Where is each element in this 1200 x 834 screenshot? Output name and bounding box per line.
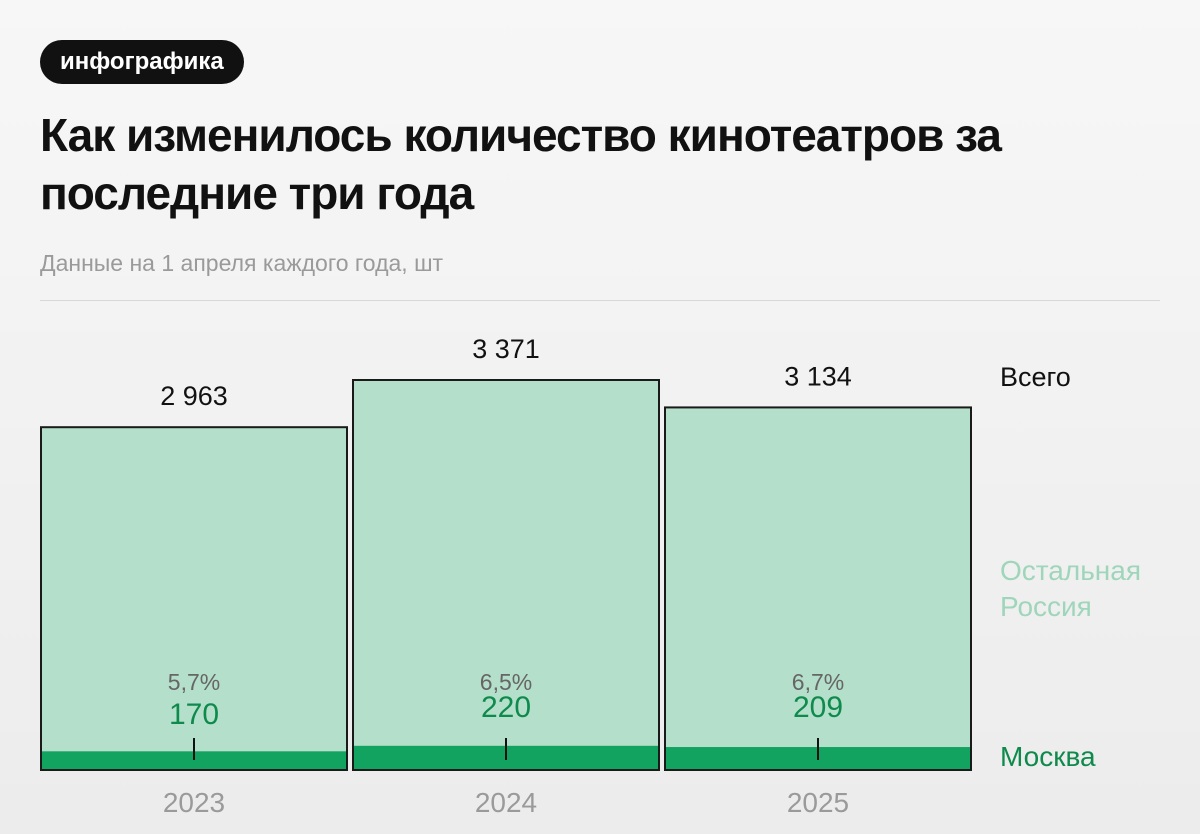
legend-moscow-label: Москва — [1000, 741, 1096, 772]
bar-outline-2023 — [40, 426, 348, 771]
moscow-share-2025: 6,7% — [792, 669, 844, 695]
moscow-value-2024: 220 — [481, 691, 531, 724]
bar-outline-2024 — [352, 379, 660, 771]
bar-total-2023 — [41, 427, 347, 770]
bar-total-2025 — [665, 407, 971, 770]
total-label-2024: 3 371 — [472, 334, 540, 364]
legend-rest-line-2: Россия — [1000, 591, 1092, 622]
moscow-share-2023: 5,7% — [168, 669, 220, 695]
page-title: Как изменилось количество кинотеатров за… — [40, 109, 1002, 219]
header-divider — [40, 300, 1160, 301]
moscow-value-2023: 170 — [169, 698, 219, 731]
moscow-value-2025: 209 — [793, 691, 843, 724]
total-label-2023: 2 963 — [160, 381, 228, 411]
year-label-2024: 2024 — [475, 787, 537, 818]
year-label-2025: 2025 — [787, 787, 849, 818]
bar-outline-2025 — [664, 406, 972, 771]
legend-rest-line-1: Остальная — [1000, 555, 1141, 586]
legend-total-label: Всего — [1000, 362, 1071, 392]
total-label-2025: 3 134 — [784, 361, 852, 391]
bar-moscow-2023 — [41, 751, 347, 770]
moscow-share-2024: 6,5% — [480, 669, 532, 695]
year-label-2023: 2023 — [163, 787, 225, 818]
infographic-badge: инфографика — [40, 40, 244, 84]
chart-subtitle: Данные на 1 апреля каждого года, шт — [40, 250, 444, 276]
bar-total-2024 — [353, 380, 659, 770]
